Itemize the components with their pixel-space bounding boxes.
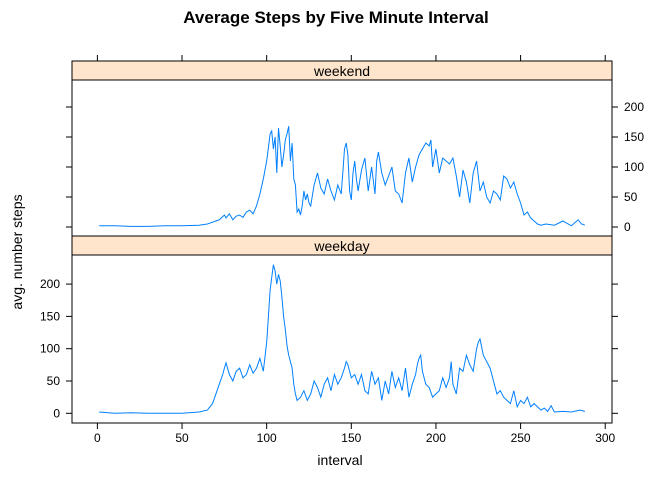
y-tick-label: 200	[624, 100, 644, 114]
panel-weekday	[71, 254, 613, 424]
strip-label-weekday: weekday	[313, 238, 369, 254]
strip-label-weekend: weekend	[313, 63, 370, 79]
panels: weekend 0 50 100 150 200 weekday 0 50 100 150 200 0 5…	[40, 55, 644, 445]
chart-title: Average Steps by Five Minute Interval	[183, 8, 488, 27]
x-tick-label: 100	[257, 431, 277, 445]
y-axis-label: avg. number steps	[9, 194, 25, 309]
y-tick-label: 0	[624, 220, 631, 234]
series-line-weekend	[99, 126, 586, 227]
x-tick-label: 200	[426, 431, 446, 445]
x-tick-label: 50	[175, 431, 189, 445]
x-tick-label: 250	[511, 431, 531, 445]
y-tick-label: 100	[624, 160, 644, 174]
y-tick-label: 200	[40, 277, 60, 291]
x-tick-label: 150	[341, 431, 361, 445]
x-tick-label: 300	[595, 431, 615, 445]
series-line-weekday	[99, 264, 586, 414]
y-tick-label: 150	[40, 309, 60, 323]
y-tick-label: 100	[40, 342, 60, 356]
x-tick-label: 0	[94, 431, 101, 445]
y-tick-label: 0	[53, 406, 60, 420]
y-tick-label: 150	[624, 130, 644, 144]
x-axis-label: interval	[317, 452, 362, 468]
y-tick-label: 50	[624, 190, 638, 204]
y-tick-label: 50	[47, 374, 61, 388]
panel-weekend	[71, 79, 613, 237]
